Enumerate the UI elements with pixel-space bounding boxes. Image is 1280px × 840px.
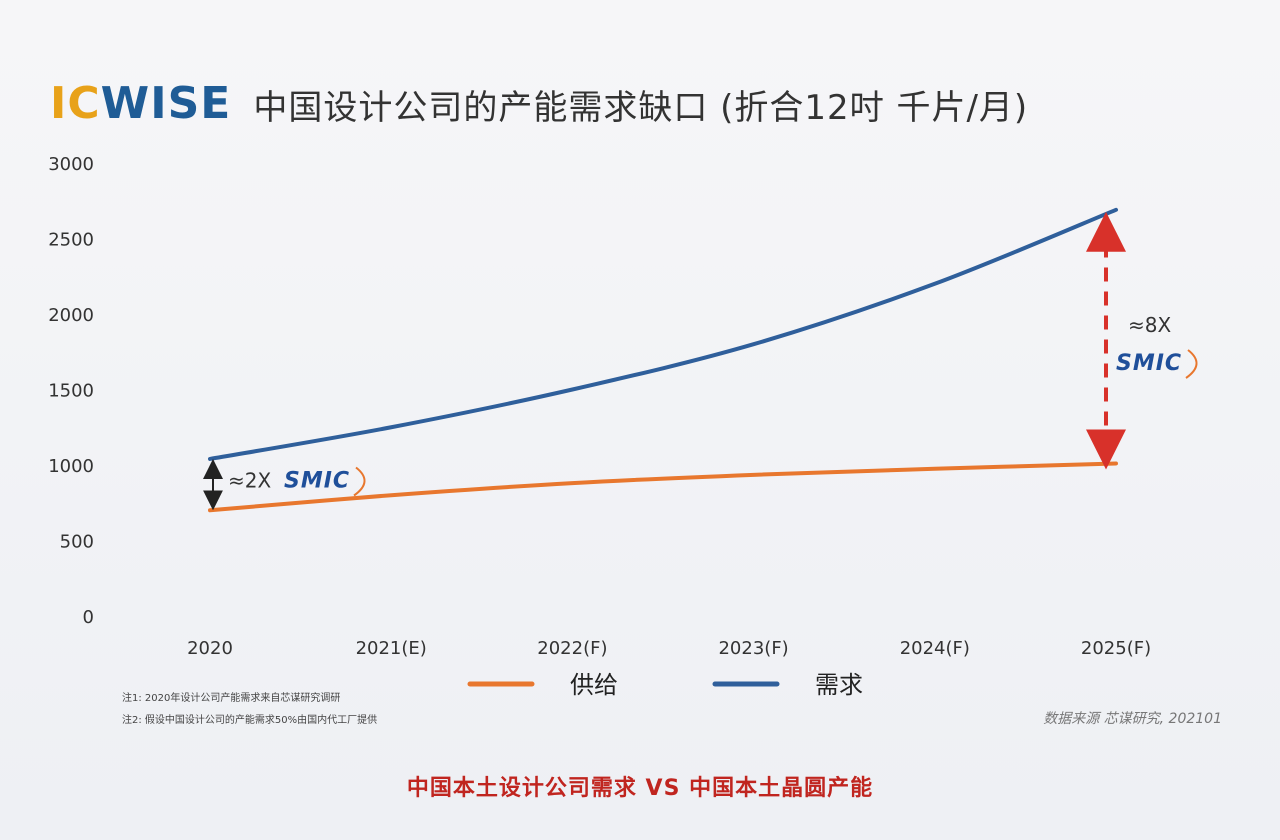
smic-logo-swoosh-0	[353, 466, 366, 497]
y-tick-label-500: 500	[60, 532, 94, 553]
y-tick-label-3000: 3000	[48, 154, 94, 175]
series-layer	[208, 207, 1118, 513]
legend: 供给 需求	[467, 671, 863, 699]
footnote-1: 注1: 2020年设计公司产能需求来自芯谋研究调研	[122, 693, 341, 704]
y-tick-label-1000: 1000	[48, 456, 94, 477]
icwise-logo: ICWISE	[50, 82, 231, 126]
logo-part-ic: IC	[50, 78, 101, 129]
footer-caption: 中国本土设计公司需求 VS 中国本土晶圆产能	[406, 776, 874, 801]
series-line-demand	[208, 207, 1118, 461]
annotation-layer: ≈2X SMIC ≈8X SMIC	[203, 211, 1198, 511]
gap-label-1: ≈8X	[1128, 313, 1171, 337]
x-tick-label-0: 2020	[187, 638, 233, 659]
y-tick-label-0: 0	[83, 607, 94, 628]
smic-logo-1: SMIC	[1116, 351, 1182, 376]
y-tick-label-2500: 2500	[48, 230, 94, 251]
header: ICWISE 中国设计公司的产能需求缺口 (折合12吋 千片/月)	[50, 74, 1028, 134]
y-tick-label-1500: 1500	[48, 381, 94, 402]
smic-logo-0: SMIC	[284, 468, 350, 493]
y-tick-label-2000: 2000	[48, 305, 94, 326]
footnotes: 注1: 2020年设计公司产能需求来自芯谋研究调研 注2: 假设中国设计公司的产…	[122, 688, 377, 732]
gap-label-0: ≈2X	[228, 468, 271, 492]
chart-title: 中国设计公司的产能需求缺口 (折合12吋 千片/月)	[253, 87, 1029, 128]
x-tick-label-3: 2023(F)	[718, 638, 788, 659]
x-tick-label-1: 2021(E)	[356, 638, 427, 659]
footnote-2: 注2: 假设中国设计公司的产能需求50%由国内代工厂提供	[122, 715, 378, 726]
series-line-supply	[208, 461, 1118, 513]
logo-part-wise: WISE	[100, 78, 232, 129]
x-tick-label-5: 2025(F)	[1081, 638, 1151, 659]
legend-label-0: 供给	[570, 671, 618, 699]
x-axis: 2020 2021(E) 2022(F) 2023(F) 2024(F) 2025(F)	[187, 638, 1151, 659]
legend-label-1: 需求	[815, 671, 863, 699]
source-note: 数据来源 芯谋研究, 202101	[1043, 711, 1222, 727]
x-tick-label-4: 2024(F)	[900, 638, 970, 659]
smic-logo-swoosh-1	[1185, 349, 1198, 379]
y-axis: 0 500 1000 1500 2000 2500 3000	[48, 154, 94, 628]
x-tick-label-2: 2022(F)	[537, 638, 607, 659]
